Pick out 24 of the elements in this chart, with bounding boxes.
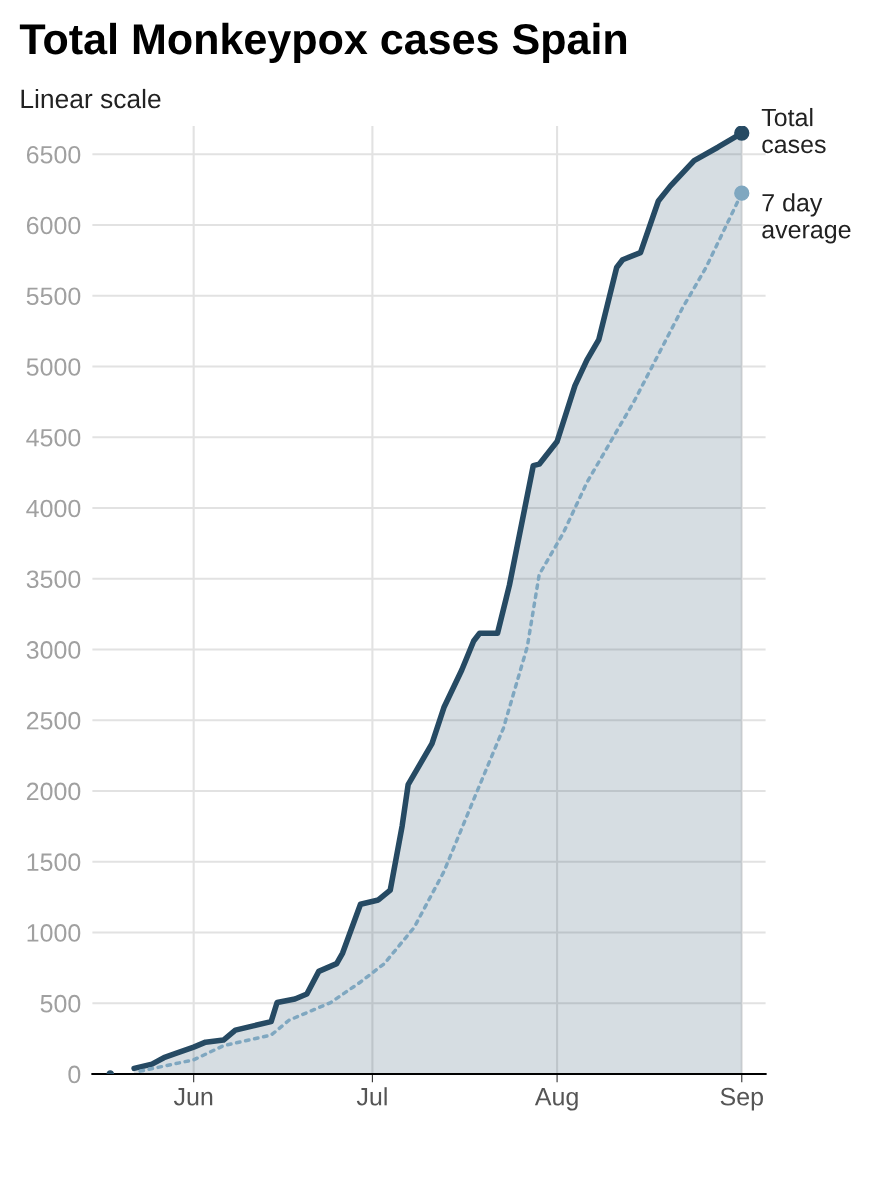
- y-tick-label: 5500: [26, 287, 81, 306]
- y-tick-label: 3500: [26, 570, 81, 589]
- series-label: 7 day average: [762, 193, 851, 244]
- point: [734, 126, 750, 141]
- x-tick-label: Sep: [720, 1087, 763, 1111]
- y-tick-label: 2500: [26, 711, 81, 730]
- y-tick-label: 4000: [26, 499, 81, 518]
- x-tick-label: Jul: [356, 1087, 387, 1106]
- chart-subtitle: Linear scale: [21, 88, 161, 109]
- y-tick-label: 1000: [27, 924, 81, 942]
- y-tick-label: 0: [68, 1065, 81, 1084]
- y-tick-label: 1500: [27, 853, 81, 872]
- y-tick-label: 2000: [26, 782, 81, 801]
- y-tick-label: 6500: [26, 145, 81, 164]
- y-tick-label: 4500: [26, 428, 81, 447]
- x-tick-label: Jun: [173, 1088, 213, 1106]
- y-tick-label: 5000: [26, 358, 81, 376]
- chart-title: Total Monkeypox cases Spain: [19, 22, 627, 63]
- point: [734, 185, 750, 201]
- series-label: Total cases: [761, 107, 826, 154]
- y-tick-label: 500: [40, 994, 81, 1013]
- y-tick-label: 3000: [26, 641, 81, 659]
- y-tick-label: 6000: [26, 216, 81, 235]
- x-tick-label: Aug: [534, 1088, 578, 1111]
